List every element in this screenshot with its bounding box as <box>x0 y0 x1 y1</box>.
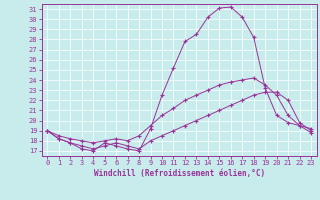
X-axis label: Windchill (Refroidissement éolien,°C): Windchill (Refroidissement éolien,°C) <box>94 169 265 178</box>
